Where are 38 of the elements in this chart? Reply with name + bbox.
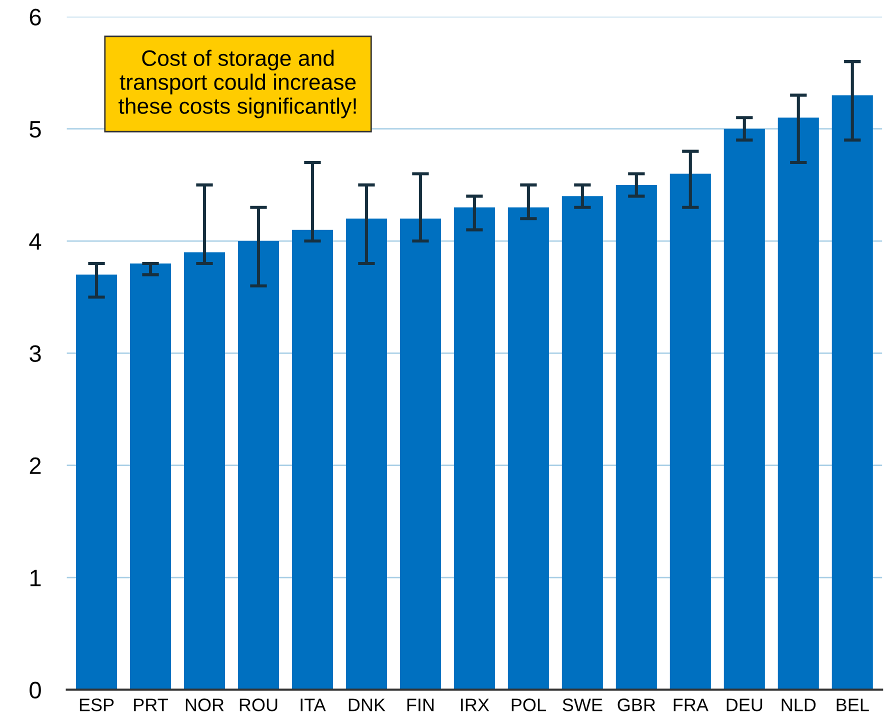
y-tick-label: 3 [30, 345, 41, 362]
x-tick-label: NLD [782, 698, 816, 712]
bar [238, 241, 280, 690]
bar [454, 207, 495, 690]
bar [562, 196, 603, 690]
x-tick-label: DNK [348, 698, 386, 712]
y-tick-label: 5 [30, 121, 41, 138]
y-tick-label: 6 [30, 8, 41, 26]
y-tick-label: 2 [30, 457, 41, 474]
x-tick-label: SWE [562, 698, 602, 712]
x-tick-label: BEL [836, 698, 869, 712]
bar [778, 118, 819, 690]
bar [832, 95, 873, 690]
bar [670, 174, 711, 690]
bar [130, 263, 172, 690]
bar [346, 218, 387, 690]
bar [184, 252, 226, 690]
y-tick-label: 0 [30, 682, 41, 698]
bar [292, 230, 333, 690]
x-tick-label: GBR [618, 698, 656, 712]
x-tick-label: PRT [134, 698, 168, 712]
x-tick-label: DEU [726, 698, 762, 712]
x-tick-label: IRX [461, 698, 490, 712]
x-tick-label: ESP [80, 698, 114, 712]
x-tick-label: FRA [674, 698, 708, 712]
x-tick-label: FIN [407, 698, 434, 712]
bar [616, 184, 657, 690]
annotation: Cost of storage and transport could increase these costs significantly! [118, 50, 356, 118]
y-tick-label: 4 [29, 233, 42, 250]
bar [400, 218, 441, 690]
bar [508, 207, 549, 690]
bar [724, 128, 765, 690]
x-tick-label: NOR [186, 698, 224, 712]
x-tick-label: ROU [240, 698, 278, 712]
y-tick-label: 1 [30, 570, 41, 586]
x-tick-label: POL [512, 698, 546, 712]
x-tick-label: ITA [300, 698, 326, 712]
bar [76, 274, 118, 690]
